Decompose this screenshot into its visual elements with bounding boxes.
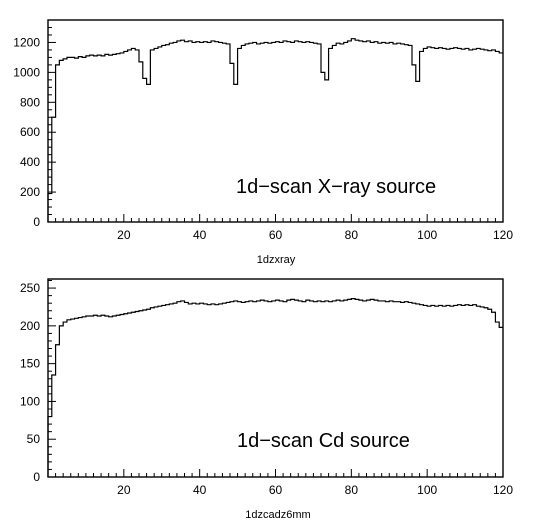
x-axis-label: 1dzxray bbox=[257, 254, 296, 266]
y-tick-label: 1200 bbox=[13, 35, 40, 49]
x-axis-label: 1dzcadz6mm bbox=[245, 509, 310, 521]
x-tick-label: 120 bbox=[493, 228, 513, 242]
x-tick-label: 80 bbox=[345, 483, 359, 497]
y-tick-label: 200 bbox=[20, 319, 40, 333]
x-tick-label: 60 bbox=[269, 483, 283, 497]
x-tick-label: 40 bbox=[193, 228, 207, 242]
x-tick-label: 100 bbox=[417, 483, 437, 497]
y-tick-label: 0 bbox=[33, 215, 40, 229]
y-tick-label: 600 bbox=[20, 125, 40, 139]
y-tick-label: 400 bbox=[20, 155, 40, 169]
y-tick-label: 150 bbox=[20, 357, 40, 371]
x-tick-label: 40 bbox=[193, 483, 207, 497]
x-tick-label: 20 bbox=[117, 483, 131, 497]
axis-ticks bbox=[48, 26, 504, 222]
chart-annotation: 1d−scan X−ray source bbox=[236, 176, 436, 198]
axis-ticks bbox=[48, 280, 504, 477]
histogram-series bbox=[47, 298, 503, 477]
y-tick-label: 50 bbox=[27, 432, 41, 446]
y-tick-label: 100 bbox=[20, 394, 40, 408]
x-tick-label: 80 bbox=[345, 228, 359, 242]
y-tick-label: 250 bbox=[20, 281, 40, 295]
y-tick-label: 0 bbox=[33, 470, 40, 484]
y-tick-label: 800 bbox=[20, 95, 40, 109]
y-tick-label: 200 bbox=[20, 185, 40, 199]
x-tick-label: 100 bbox=[417, 228, 437, 242]
histogram-series bbox=[47, 38, 503, 222]
x-tick-label: 60 bbox=[269, 228, 283, 242]
tick-labels: 20 40 60 80 100 120 0 50 100 150 200 250 bbox=[20, 281, 513, 497]
y-tick-label: 1000 bbox=[13, 65, 40, 79]
x-tick-label: 120 bbox=[493, 483, 513, 497]
chart-annotation: 1d−scan Cd source bbox=[237, 430, 410, 452]
x-tick-label: 20 bbox=[117, 228, 131, 242]
cd-scan-panel: 20 40 60 80 100 120 0 50 100 150 200 250 1d−scan Cd… bbox=[20, 278, 513, 521]
